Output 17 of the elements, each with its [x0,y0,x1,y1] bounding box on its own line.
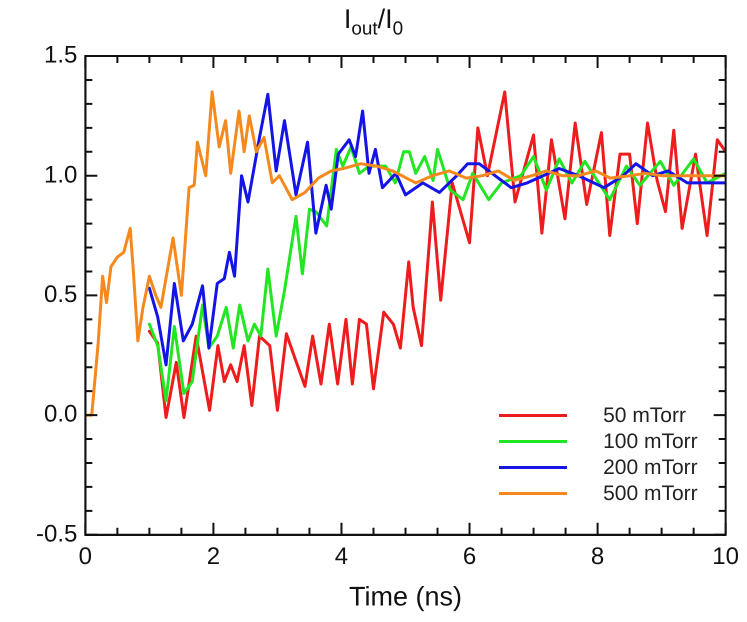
x-axis-title: Time (ns) [349,581,462,612]
x-tick-label: 8 [590,542,604,570]
x-tick-label: 10 [712,542,740,570]
chart-title: I$_{out}$/I$_{0}$ [342,4,404,40]
legend-label: 200 mTorr [603,456,698,480]
x-tick-label: 6 [462,542,476,570]
x-tick-label: 4 [334,542,348,570]
legend-label: 100 mTorr [603,430,698,454]
y-tick-label: 0.5 [44,281,78,308]
x-tick-label: 2 [206,542,220,570]
y-tick-label: 1.5 [44,42,78,69]
y-tick-label: 0.0 [44,400,78,428]
legend-label: 500 mTorr [603,482,698,506]
y-tick-label: -0.5 [36,520,78,548]
legend-label: 50 mTorr [603,404,686,428]
y-tick-label: 1.0 [44,161,78,188]
x-tick-label: 0 [78,542,92,570]
